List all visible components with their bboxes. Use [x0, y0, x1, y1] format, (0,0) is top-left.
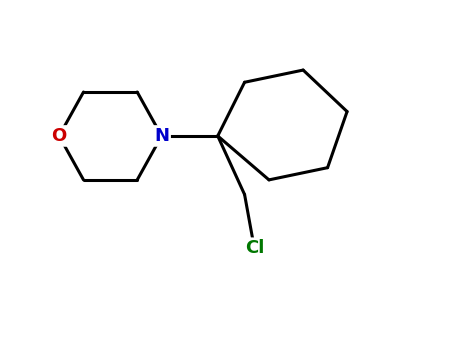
- Text: N: N: [154, 127, 169, 145]
- Text: O: O: [51, 127, 67, 145]
- Text: Cl: Cl: [245, 239, 264, 257]
